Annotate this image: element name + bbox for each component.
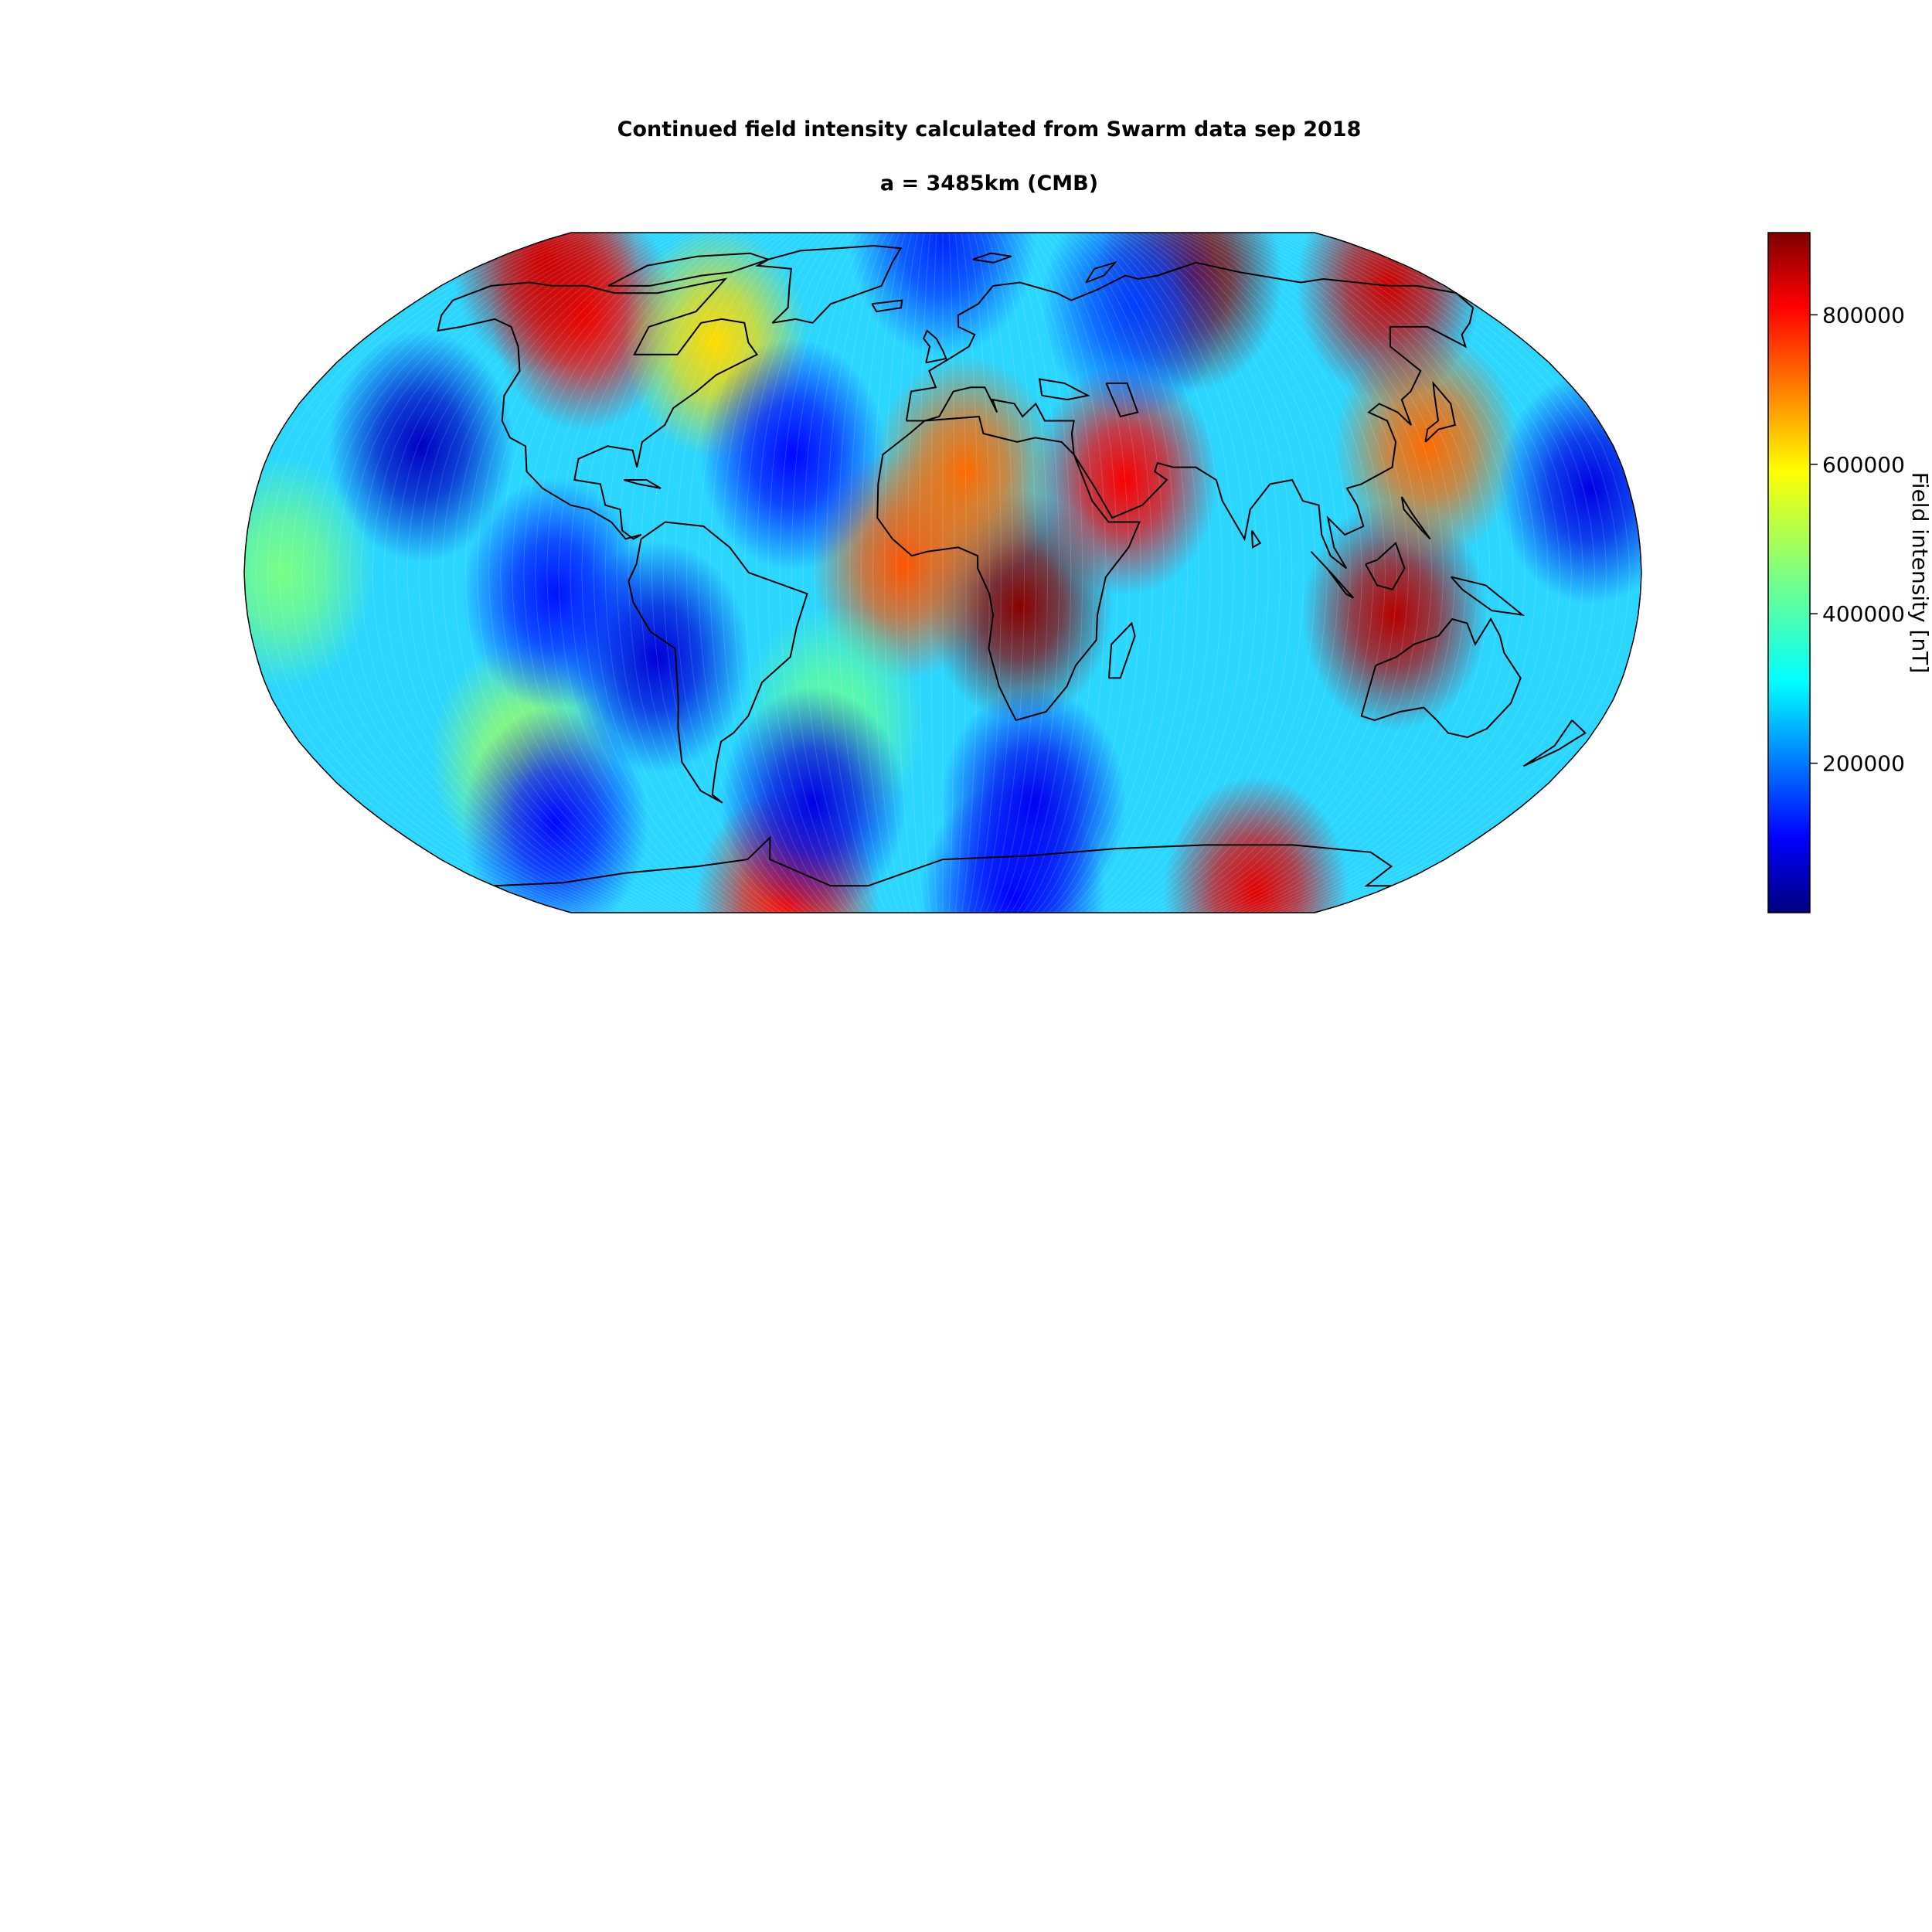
coastline-new-zealand [1522, 719, 1587, 767]
coastline-sri-lanka [1250, 529, 1262, 549]
colorbar-gradient [1767, 232, 1811, 913]
coastline-novaya-zemlya [1085, 260, 1117, 284]
coastline-antarctica [494, 835, 1393, 887]
coastline-greenland [755, 244, 903, 324]
map-boundary [243, 232, 1642, 913]
coastline-madagascar [1108, 621, 1136, 679]
field-anomaly [1041, 233, 1227, 420]
field-anomaly [1163, 776, 1349, 913]
colorbar-tick-label: 800000 [1822, 302, 1905, 328]
colorbar: 200000 400000 600000 800000 Field intensity… [1767, 232, 1932, 913]
coastline-africa [876, 415, 1141, 722]
coastline-philippines [1400, 496, 1431, 540]
colorbar-tick-label: 400000 [1822, 601, 1905, 627]
coastline-sumatra [1310, 551, 1355, 599]
colorbar-ticks: 200000 400000 600000 800000 [1810, 302, 1905, 777]
coastline-cuba [623, 479, 662, 489]
coastline-japan [1424, 380, 1456, 443]
coastline-iceland [871, 299, 903, 313]
coastline-new-guinea [1450, 576, 1526, 617]
coastline-australia [1360, 617, 1522, 739]
field-anomaly [462, 706, 648, 913]
field-anomaly [328, 330, 515, 563]
field-anomaly [700, 338, 886, 571]
colorbar-tick-label: 200000 [1822, 751, 1905, 777]
coastline-eurasia [905, 261, 1475, 570]
coastline-borneo [1365, 542, 1406, 590]
field-anomaly [920, 781, 1106, 913]
field-anomaly [720, 686, 906, 913]
field-anomaly [850, 233, 1036, 357]
coastline-svalbard [972, 252, 1012, 264]
map-subtitle: a = 3485km (CMB) [879, 172, 1099, 196]
coastline-black-sea [1039, 378, 1090, 401]
field-anomaly [1032, 363, 1218, 596]
coastline-caspian [1105, 382, 1139, 418]
field-anomaly [451, 233, 638, 376]
map-title: Continued field intensity calculated fro… [617, 117, 1362, 142]
colorbar-tick-label: 600000 [1822, 452, 1905, 478]
sampling-meridians [244, 233, 1641, 913]
colorbar-label: Field intensity [nT] [1907, 472, 1932, 674]
coastline-south-america [628, 521, 808, 804]
coastlines [437, 244, 1587, 887]
field-anomaly [872, 355, 1059, 588]
field-anomaly [244, 457, 376, 689]
coastline-uk [922, 329, 947, 364]
field-intensity-map [243, 232, 1642, 913]
field-anomaly [462, 478, 648, 710]
coastline-north-america [437, 277, 759, 540]
coastline-arctic-islands [607, 252, 771, 287]
